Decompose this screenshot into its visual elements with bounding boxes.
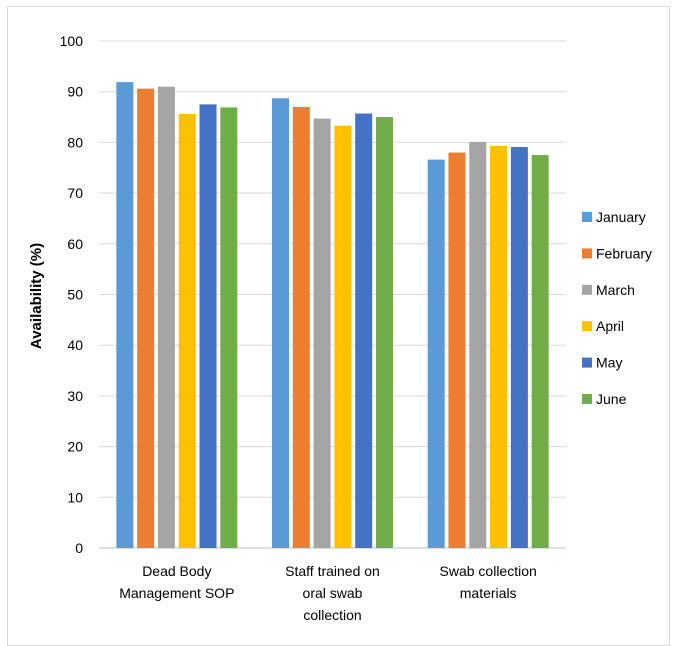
x-category-label: materials [460, 585, 517, 601]
legend: January February March April May June [582, 209, 652, 407]
legend-label-april: April [596, 318, 624, 334]
bar-march-1 [313, 118, 331, 549]
bar-may-2 [510, 146, 528, 548]
legend-label-february: February [596, 245, 652, 261]
bar-march-0 [157, 86, 175, 548]
x-category-label: Swab collection [440, 563, 537, 579]
y-tick-label: 50 [67, 287, 83, 303]
grid-layer [99, 40, 566, 549]
x-category-label: Management SOP [119, 585, 234, 601]
bar-february-0 [137, 88, 155, 549]
x-category-label: Dead Body [142, 563, 211, 579]
y-tick-label: 10 [67, 489, 83, 505]
legend-label-may: May [596, 355, 622, 371]
legend-swatch-january [582, 212, 592, 222]
y-tick-label: 0 [75, 540, 83, 556]
legend-swatch-march [582, 284, 592, 295]
y-tick-label: 100 [60, 33, 84, 49]
y-axis-title: Availability (%) [28, 243, 45, 349]
x-category-label: collection [303, 607, 361, 623]
bar-january-2 [427, 159, 445, 548]
bar-april-0 [178, 114, 196, 549]
legend-swatch-april [582, 321, 592, 332]
bar-april-1 [334, 125, 352, 548]
bar-june-2 [531, 155, 549, 548]
y-tick-labels: 0 10 20 30 40 50 60 70 80 90 100 [60, 33, 84, 556]
x-category-labels: Dead Body Management SOP Staff trained on o… [119, 563, 537, 623]
legend-label-june: June [596, 391, 627, 407]
bar-march-2 [469, 141, 487, 548]
y-tick-label: 80 [67, 134, 83, 150]
x-category-label: oral swab [303, 585, 363, 601]
bar-june-0 [220, 107, 238, 549]
legend-swatch-june [582, 394, 592, 404]
bar-january-1 [272, 98, 289, 548]
bar-may-1 [355, 113, 373, 548]
legend-swatch-february [582, 248, 592, 259]
x-category-label: Staff trained on [285, 563, 380, 579]
bar-january-0 [116, 82, 134, 548]
y-tick-label: 70 [67, 185, 83, 201]
y-tick-label: 60 [67, 236, 83, 252]
y-tick-label: 20 [67, 439, 83, 455]
bar-february-1 [292, 106, 310, 548]
bar-june-1 [376, 117, 393, 549]
legend-label-january: January [596, 209, 646, 225]
bar-may-0 [199, 104, 217, 548]
y-tick-label: 40 [67, 337, 83, 353]
y-tick-label: 90 [67, 84, 83, 100]
y-tick-label: 30 [67, 388, 83, 404]
bar-february-2 [448, 152, 466, 549]
bar-april-2 [490, 145, 508, 548]
bar-layer [116, 82, 549, 549]
legend-swatch-may [582, 357, 592, 368]
legend-label-march: March [596, 282, 635, 298]
